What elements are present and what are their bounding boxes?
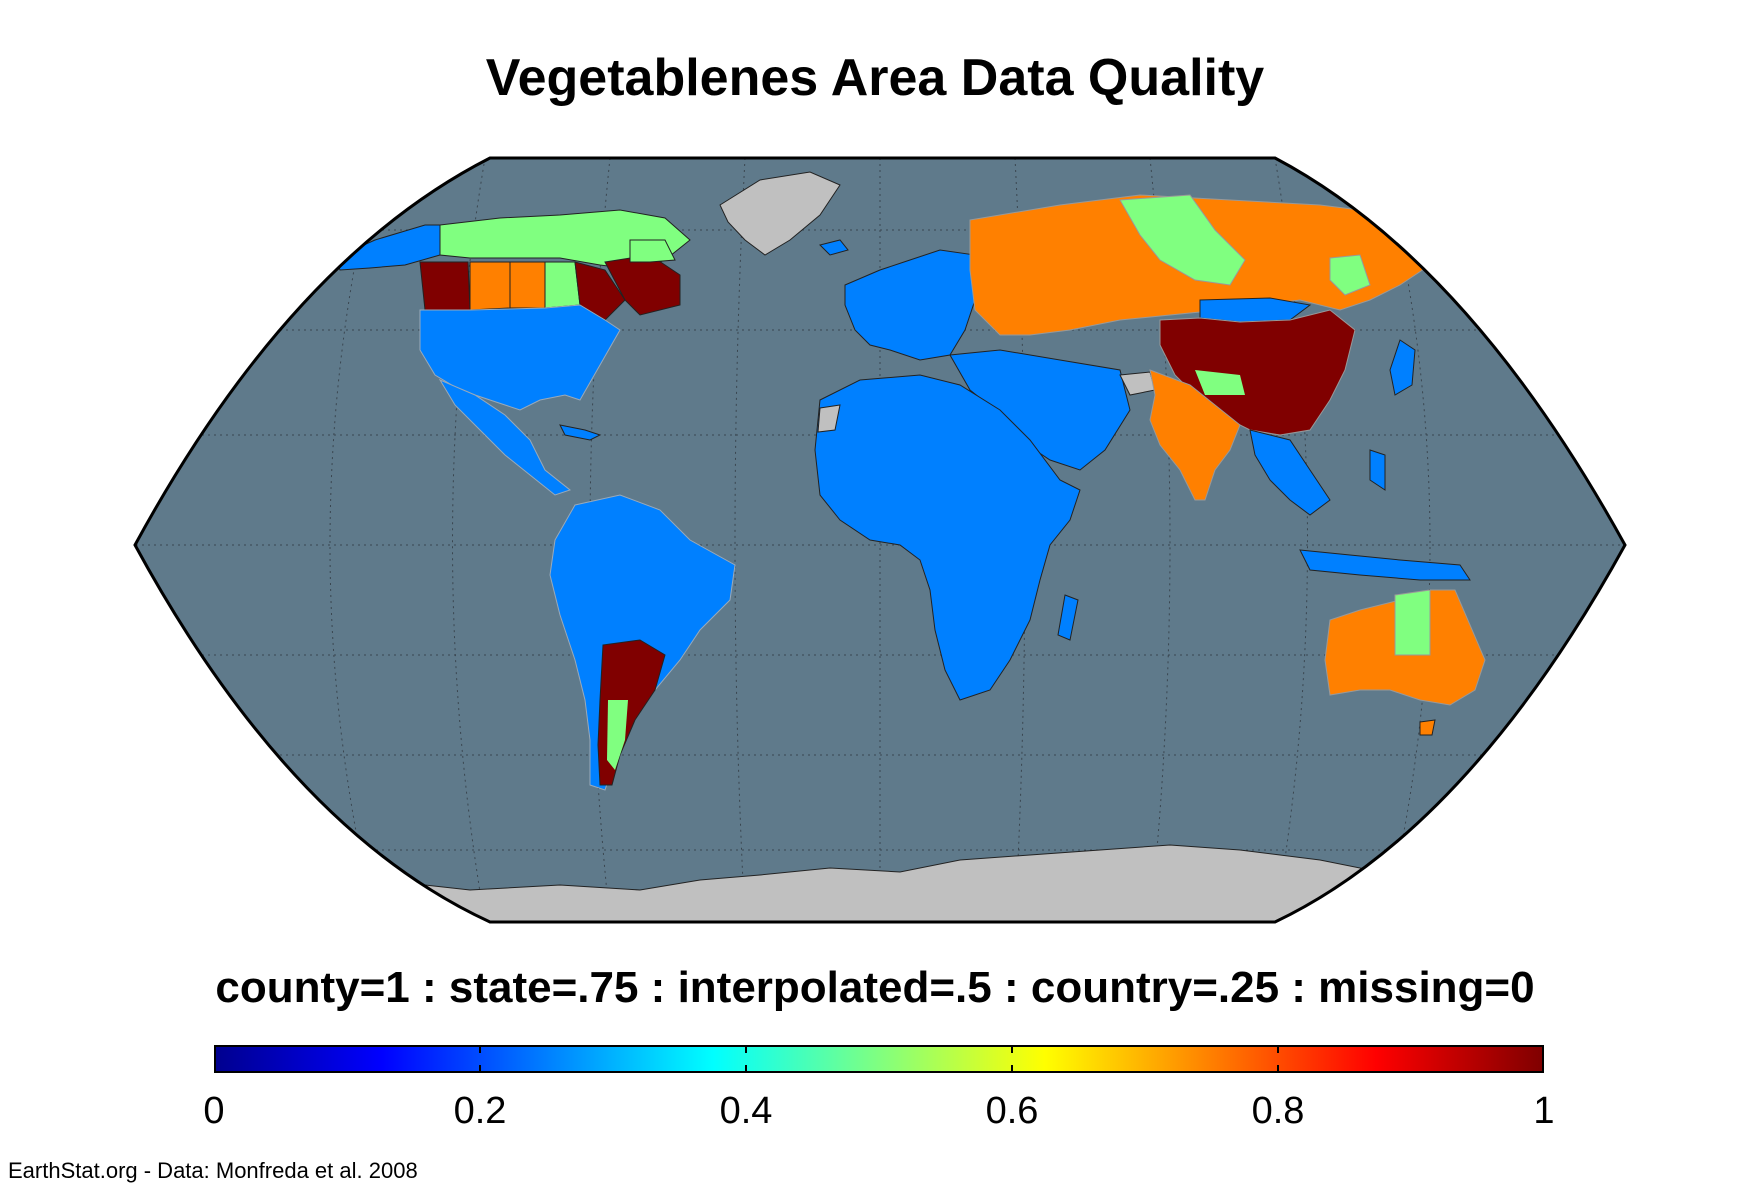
region-australia-interp	[1394, 589, 1431, 656]
colorbar-tick-label: 0	[203, 1090, 225, 1132]
colorbar-tick-mark	[1277, 1065, 1279, 1073]
region-china-tibet-interp	[1195, 370, 1245, 395]
colorbar-tick-label: 0.4	[719, 1090, 773, 1132]
region-se-asia	[1249, 429, 1331, 516]
region-argentina-interp	[607, 700, 628, 770]
region-canada-ontario	[574, 261, 626, 321]
region-indonesia	[1299, 549, 1471, 581]
colorbar-tick-label: 1	[1533, 1090, 1555, 1132]
region-south-asia	[1149, 369, 1241, 501]
colorbar-gradient	[214, 1045, 1544, 1073]
colorbar-tick-mark	[479, 1065, 481, 1073]
colorbar-tick-label: 0.2	[453, 1090, 507, 1132]
region-madagascar	[1057, 594, 1079, 641]
region-canada-labrador	[629, 239, 676, 263]
colorbar-tick-mark	[1011, 1065, 1013, 1073]
region-caribbean	[559, 424, 602, 441]
region-canada-sask	[509, 261, 546, 309]
region-japan	[1389, 339, 1416, 396]
colorbar-tick-label: 0.6	[985, 1090, 1039, 1132]
globe-outline	[133, 156, 1627, 924]
colorbar-tick-mark	[745, 1045, 747, 1053]
region-tasmania	[1419, 719, 1436, 736]
legend-caption: county=1 : state=.75 : interpolated=.5 :…	[215, 963, 1535, 1012]
colorbar-tick-mark	[479, 1045, 481, 1053]
region-canada-manitoba	[544, 261, 581, 309]
map-title: Vegetablenes Area Data Quality	[485, 49, 1265, 107]
region-europe	[844, 249, 976, 361]
region-mexico	[438, 378, 572, 496]
colorbar-tick-label: 0.8	[1251, 1090, 1305, 1132]
region-canada-alberta	[469, 261, 511, 311]
footer-credit: EarthStat.org - Data: Monfreda et al. 20…	[8, 1158, 418, 1183]
region-western-sahara	[817, 404, 841, 433]
region-russia-east-interp	[1329, 254, 1371, 296]
region-iceland	[819, 239, 849, 256]
region-usa	[419, 304, 621, 411]
region-philippines	[1369, 449, 1386, 491]
colorbar-tick-mark	[1011, 1045, 1013, 1053]
colorbar-tick-mark	[1277, 1045, 1279, 1053]
region-africa	[814, 374, 1081, 701]
region-central-asia-interp	[1119, 194, 1246, 286]
region-greenland	[719, 171, 841, 256]
colorbar	[214, 1045, 1544, 1073]
region-canada-bc	[419, 261, 471, 311]
colorbar-tick-mark	[745, 1065, 747, 1073]
